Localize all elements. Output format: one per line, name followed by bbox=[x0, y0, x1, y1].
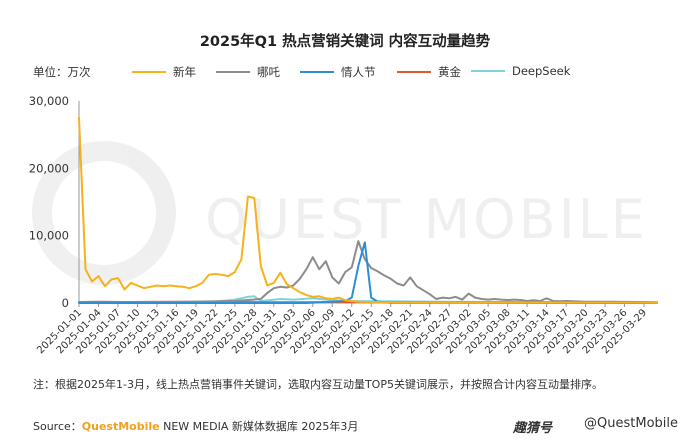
footnote: 注：根据2025年1-3月，线上热点营销事件关键词，选取内容互动量TOP5关键词… bbox=[33, 378, 603, 391]
unit-label: 单位：万次 bbox=[33, 65, 91, 79]
legend-label: DeepSeek bbox=[512, 64, 571, 78]
legend-label: 黄金 bbox=[438, 65, 461, 79]
legend-swatch-valentine bbox=[300, 70, 334, 73]
legend-item-valentine: 情人节 bbox=[300, 64, 376, 80]
y-tick-label: 0 bbox=[62, 296, 69, 310]
series-line-2 bbox=[78, 241, 658, 304]
watermark: QUEST MOBILE bbox=[32, 141, 648, 285]
legend-item-nezha: 哪吒 bbox=[216, 64, 280, 80]
legend-item-deepseek: DeepSeek bbox=[471, 64, 570, 78]
platform-logo: 趣猜号 bbox=[512, 421, 552, 436]
legend-item-gold: 黄金 bbox=[397, 64, 461, 80]
y-tick-label: 30,000 bbox=[29, 94, 69, 108]
legend-label: 新年 bbox=[173, 65, 196, 79]
y-tick-label: 10,000 bbox=[29, 229, 69, 243]
source-brand: QuestMobile bbox=[81, 420, 160, 433]
chart-title: 2025年Q1 热点营销关键词 内容互动量趋势 bbox=[199, 34, 491, 50]
source-rest: NEW MEDIA 新媒体数据库 2025年3月 bbox=[159, 420, 359, 433]
legend-label: 哪吒 bbox=[257, 65, 280, 79]
source-prefix: Source： bbox=[33, 420, 82, 433]
line-chart: QUEST MOBILE010,00020,00030,0002025-01-0… bbox=[29, 94, 658, 356]
legend-label: 情人节 bbox=[341, 65, 376, 79]
watermark-ring bbox=[32, 141, 176, 285]
y-tick-label: 20,000 bbox=[29, 161, 69, 175]
source-line: Source：QuestMobile NEW MEDIA 新媒体数据库 2025… bbox=[33, 418, 358, 434]
legend-swatch-xinnian bbox=[132, 70, 166, 73]
legend-swatch-deepseek bbox=[471, 69, 505, 72]
account-handle: @QuestMobile bbox=[584, 416, 678, 431]
legend-swatch-nezha bbox=[216, 70, 250, 73]
watermark-text: QUEST MOBILE bbox=[205, 188, 648, 251]
series-line-0 bbox=[78, 116, 658, 304]
series-line-1 bbox=[78, 240, 658, 304]
legend-item-xinnian: 新年 bbox=[132, 64, 196, 80]
legend-swatch-gold bbox=[397, 70, 431, 73]
